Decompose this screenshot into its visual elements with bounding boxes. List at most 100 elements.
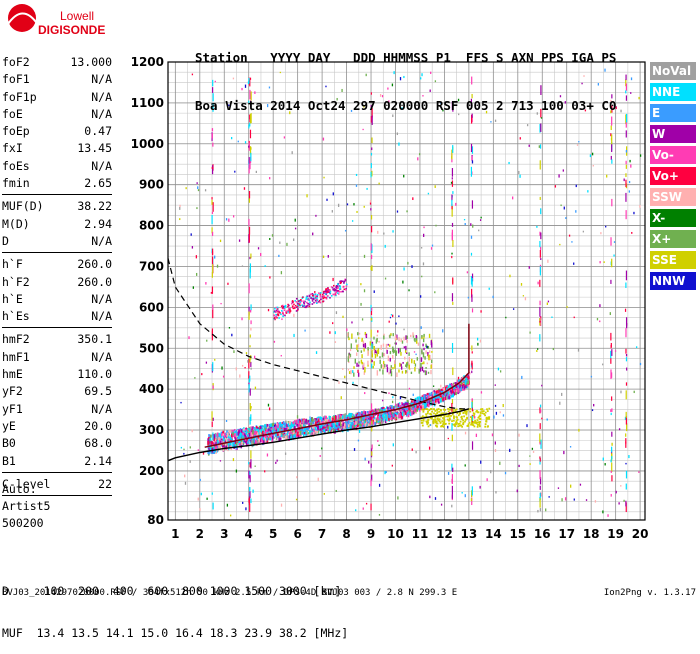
echo-point <box>214 449 216 453</box>
echo-point <box>633 390 635 394</box>
echo-point <box>239 440 241 444</box>
echo-point <box>404 403 406 405</box>
echo-point <box>234 436 236 439</box>
echo-point <box>303 419 306 422</box>
echo-point <box>456 383 459 388</box>
echo-point <box>273 340 276 343</box>
echo-point <box>325 297 328 300</box>
echo-point <box>376 352 378 355</box>
echo-point <box>462 412 465 414</box>
echo-point <box>194 377 196 379</box>
echo-point <box>563 206 565 210</box>
echo-point <box>499 370 502 373</box>
echo-point <box>415 335 418 339</box>
echo-point <box>476 337 479 341</box>
echo-point <box>370 104 372 111</box>
echo-point <box>411 448 413 451</box>
echo-point <box>416 399 419 404</box>
echo-point <box>370 416 373 421</box>
echo-point <box>470 423 472 426</box>
echo-point <box>360 302 362 306</box>
echo-point <box>249 268 251 279</box>
legend-vo: Vo- <box>650 146 696 164</box>
echo-point <box>450 415 452 417</box>
echo-point <box>429 495 431 499</box>
echo-point <box>449 385 452 388</box>
echo-point <box>278 423 280 425</box>
echo-point <box>222 433 224 436</box>
echo-point <box>430 247 433 250</box>
echo-point <box>458 422 461 425</box>
param-foe: foE N/A <box>2 106 112 123</box>
echo-point <box>255 426 258 431</box>
echo-point <box>336 418 339 422</box>
echo-point <box>348 337 350 341</box>
echo-point <box>390 333 392 336</box>
echo-point <box>394 405 396 409</box>
echo-point <box>334 331 336 335</box>
echo-point <box>465 410 468 413</box>
echo-point <box>455 202 457 206</box>
echo-point <box>355 417 358 422</box>
echo-point <box>315 418 317 421</box>
echo-point <box>359 423 361 426</box>
echo-point <box>461 385 464 389</box>
echo-point <box>295 301 298 303</box>
echo-point <box>357 332 359 336</box>
echo-point <box>554 185 557 188</box>
echo-point <box>441 393 443 396</box>
echo-point <box>262 438 265 441</box>
echo-point <box>431 350 433 353</box>
echo-point <box>371 147 373 151</box>
echo-point <box>418 401 420 404</box>
x-tick-label: 20 <box>632 527 649 541</box>
param-d: D N/A <box>2 233 112 250</box>
echo-point <box>380 407 383 412</box>
echo-point <box>415 451 417 454</box>
echo-point <box>448 395 450 400</box>
echo-point <box>249 408 252 412</box>
echo-point <box>465 413 468 416</box>
echo-point <box>633 211 635 215</box>
echo-point <box>426 420 429 423</box>
echo-point <box>246 441 249 447</box>
echo-point <box>421 396 423 401</box>
y-tick-label: 1000 <box>131 137 164 151</box>
echo-point <box>609 312 611 316</box>
echo-point <box>451 399 454 405</box>
echo-point <box>430 408 433 410</box>
echo-point <box>232 442 234 444</box>
echo-point <box>575 210 577 213</box>
echo-point <box>386 367 389 373</box>
echo-point <box>471 146 474 154</box>
echo-point <box>318 299 321 302</box>
echo-point <box>385 406 388 410</box>
echo-point <box>287 425 289 429</box>
echo-point <box>262 440 265 445</box>
echo-point <box>379 359 381 364</box>
echo-point <box>442 417 444 419</box>
echo-point <box>257 429 260 432</box>
echo-point <box>559 243 561 246</box>
echo-point <box>293 238 295 241</box>
echo-point <box>414 397 417 401</box>
echo-point <box>206 339 208 342</box>
echo-point <box>431 416 434 419</box>
echo-point <box>451 423 453 431</box>
echo-point <box>471 345 473 351</box>
echo-point <box>391 413 394 416</box>
echo-point <box>422 338 425 343</box>
echo-point <box>274 310 276 312</box>
echo-point <box>304 306 307 309</box>
echo-point <box>405 352 408 354</box>
echo-point <box>425 367 427 369</box>
echo-point <box>610 99 612 103</box>
param-md: M(D) 2.94 <box>2 216 112 233</box>
echo-point <box>258 425 261 428</box>
echo-point <box>383 353 385 357</box>
echo-point <box>451 232 453 241</box>
echo-point <box>465 412 468 414</box>
echo-point <box>438 397 441 400</box>
echo-point <box>357 344 360 348</box>
echo-point <box>479 219 482 221</box>
